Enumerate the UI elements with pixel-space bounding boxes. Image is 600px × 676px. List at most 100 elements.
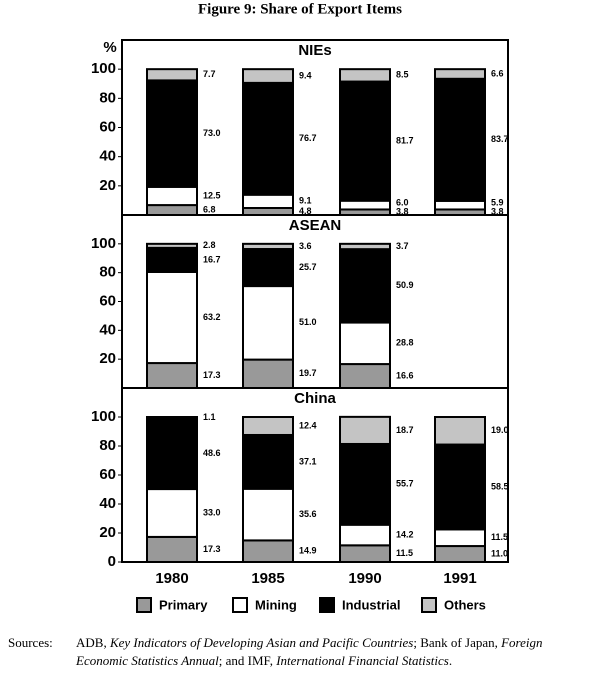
y-tick-label: 100 xyxy=(91,408,116,425)
value-label: 73.0 xyxy=(203,128,221,138)
bar-segment xyxy=(339,544,391,564)
sources-label: Sources: xyxy=(8,635,53,650)
value-label: 1.1 xyxy=(203,412,216,422)
bar-segment xyxy=(339,442,391,526)
y-tick-label: 60 xyxy=(99,118,116,135)
panel-title: China xyxy=(294,390,336,407)
value-label: 6.0 xyxy=(396,198,409,208)
y-tick-label: 20 xyxy=(99,177,116,194)
value-label: 18.7 xyxy=(396,425,414,435)
bar-segment xyxy=(339,242,391,251)
value-label: 11.5 xyxy=(491,532,508,542)
value-label: 3.7 xyxy=(396,241,409,251)
bar-segment xyxy=(146,185,198,207)
bar-segment xyxy=(146,488,198,538)
value-label: 12.5 xyxy=(203,190,221,200)
bar-segment xyxy=(242,248,294,288)
value-label: 14.9 xyxy=(299,546,317,556)
legend-swatch xyxy=(319,597,335,613)
bar-segment xyxy=(146,362,198,390)
legend-label: Mining xyxy=(255,597,297,612)
bar-segment xyxy=(146,270,198,365)
bar-segment xyxy=(434,416,486,446)
bar-segment xyxy=(339,199,391,211)
x-tick-label: 1980 xyxy=(155,570,188,587)
sources-text: ADB, Key Indicators of Developing Asian … xyxy=(76,634,594,670)
bar-segment xyxy=(146,68,198,82)
bar-segment xyxy=(146,246,198,273)
value-label: 76.7 xyxy=(299,133,317,143)
legend-swatch xyxy=(136,597,152,613)
value-label: 25.7 xyxy=(299,262,317,272)
legend-label: Industrial xyxy=(342,597,401,612)
value-label: 9.1 xyxy=(299,196,312,206)
value-label: 8.5 xyxy=(396,70,409,80)
bar-segment xyxy=(434,545,486,563)
figure-title: Figure 9: Share of Export Items xyxy=(198,1,402,17)
bar-segment xyxy=(242,68,294,84)
y-tick-label: 40 xyxy=(99,321,116,338)
value-label: 6.6 xyxy=(491,68,504,78)
value-label: 7.7 xyxy=(203,69,216,79)
value-label: 11.0 xyxy=(491,548,508,558)
bar-segment xyxy=(434,528,486,548)
value-label: 12.4 xyxy=(299,420,317,430)
sources-segment: Foreign Economic Statistics Annual xyxy=(76,635,543,668)
value-label: 3.8 xyxy=(491,207,504,217)
bar-segment xyxy=(242,358,294,389)
legend-label: Others xyxy=(444,597,486,612)
sources-segment: Key Indicators of Developing Asian and P… xyxy=(109,635,414,650)
value-label: 6.8 xyxy=(203,204,216,214)
value-label: 4.8 xyxy=(299,206,312,216)
bar-segment xyxy=(339,248,391,324)
bar-segment xyxy=(434,68,486,80)
bar-segment xyxy=(339,68,391,83)
bar-segment xyxy=(434,199,486,211)
bar-segment xyxy=(242,81,294,196)
value-label: 16.7 xyxy=(203,254,221,264)
sources-segment: ; Bank of Japan, xyxy=(413,635,502,650)
value-label: 81.7 xyxy=(396,136,414,146)
bar-segment xyxy=(146,416,198,420)
value-label: 11.5 xyxy=(396,548,413,558)
value-label: 9.4 xyxy=(299,70,312,80)
bar-segment xyxy=(339,415,391,445)
value-label: 83.7 xyxy=(491,134,509,144)
y-tick-label: 60 xyxy=(99,466,116,483)
bar-segment xyxy=(242,433,294,490)
value-label: 35.6 xyxy=(299,509,317,519)
value-label: 16.6 xyxy=(396,370,414,380)
bar-segment xyxy=(242,285,294,361)
value-label: 5.9 xyxy=(491,198,504,208)
chart: Figure 9: Share of Export Items NIEs% 20 4… xyxy=(91,1,509,613)
bar-segment xyxy=(242,207,294,216)
y-tick-label: 80 xyxy=(99,437,116,454)
value-label: 33.0 xyxy=(203,507,221,517)
value-label: 48.6 xyxy=(203,448,221,458)
y-tick-label: 80 xyxy=(99,264,116,281)
value-label: 17.3 xyxy=(203,370,221,380)
x-tick-label: 1991 xyxy=(443,570,476,587)
value-label: 14.2 xyxy=(396,529,414,539)
bar-segment xyxy=(146,79,198,188)
y-tick-label: 60 xyxy=(99,292,116,309)
bar-segment xyxy=(146,204,198,216)
y-tick-label: 0 xyxy=(108,553,116,570)
value-label: 50.9 xyxy=(396,280,414,290)
y-tick-label: 100 xyxy=(91,60,116,77)
sources-segment: ; and IMF, xyxy=(218,653,277,668)
value-label: 3.6 xyxy=(299,241,312,251)
legend-swatch xyxy=(421,597,437,613)
y-tick-label: 40 xyxy=(99,148,116,165)
y-tick-label: 20 xyxy=(99,524,116,541)
bar-segment xyxy=(434,443,486,531)
bar-segment xyxy=(339,321,391,366)
sources-segment: . xyxy=(448,653,453,668)
bar-segment xyxy=(242,416,294,436)
legend-label: Primary xyxy=(159,597,208,612)
bar-segment xyxy=(146,417,198,491)
value-label: 28.8 xyxy=(396,338,414,348)
value-label: 17.3 xyxy=(203,544,221,554)
bar-segment xyxy=(242,193,294,210)
value-label: 2.8 xyxy=(203,240,216,250)
